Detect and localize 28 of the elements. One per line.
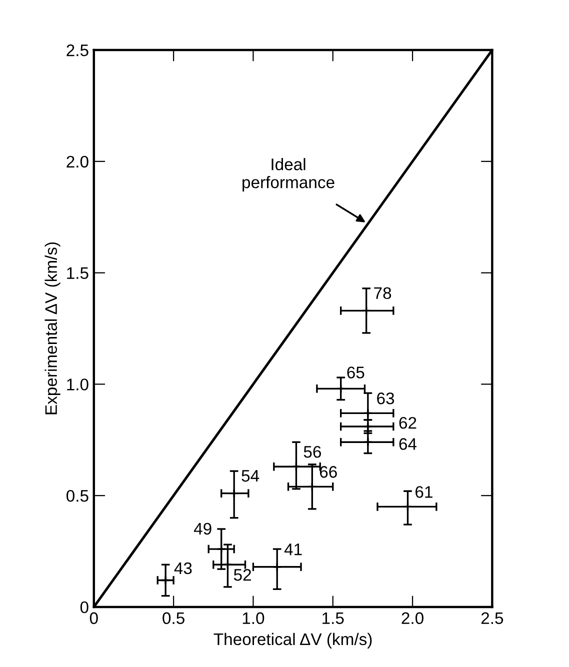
y-tick-label: 1.0 [67,378,88,390]
annotation: 64 [399,438,417,450]
annotation: 49 [194,522,212,535]
x-tick-label: 2.5 [481,612,504,624]
annotation: 43 [174,562,192,574]
x-tick-label: 0 [90,612,98,624]
annotation: 78 [374,287,392,300]
x-tick-label: 1.0 [242,612,264,624]
y-tick-label: 2.5 [66,44,88,56]
annotation: 52 [234,568,251,581]
annotation: 41 [284,544,302,556]
annotation: 66 [320,466,337,478]
y-tick-label: 0.5 [66,490,88,502]
annotation: 56 [304,446,321,458]
annotation: Ideal performance [242,158,334,192]
annotation: 65 [347,366,364,378]
annotation: 54 [242,470,260,482]
y-tick-label: 0 [80,601,88,614]
x-tick-label: 2.0 [402,612,424,624]
x-tick-label: 0.5 [162,612,184,624]
y-tick-label: 2.0 [66,156,88,168]
y-tick-label: 1.5 [67,267,88,280]
y-axis-title: Experimental ΔV (km/s) [44,242,60,414]
annotation: 62 [399,416,416,429]
annotation: 61 [416,486,432,498]
annotation: 63 [377,392,394,404]
x-axis-title: Theoretical ΔV (km/s) [214,632,372,648]
x-tick-label: 1.5 [322,612,344,624]
